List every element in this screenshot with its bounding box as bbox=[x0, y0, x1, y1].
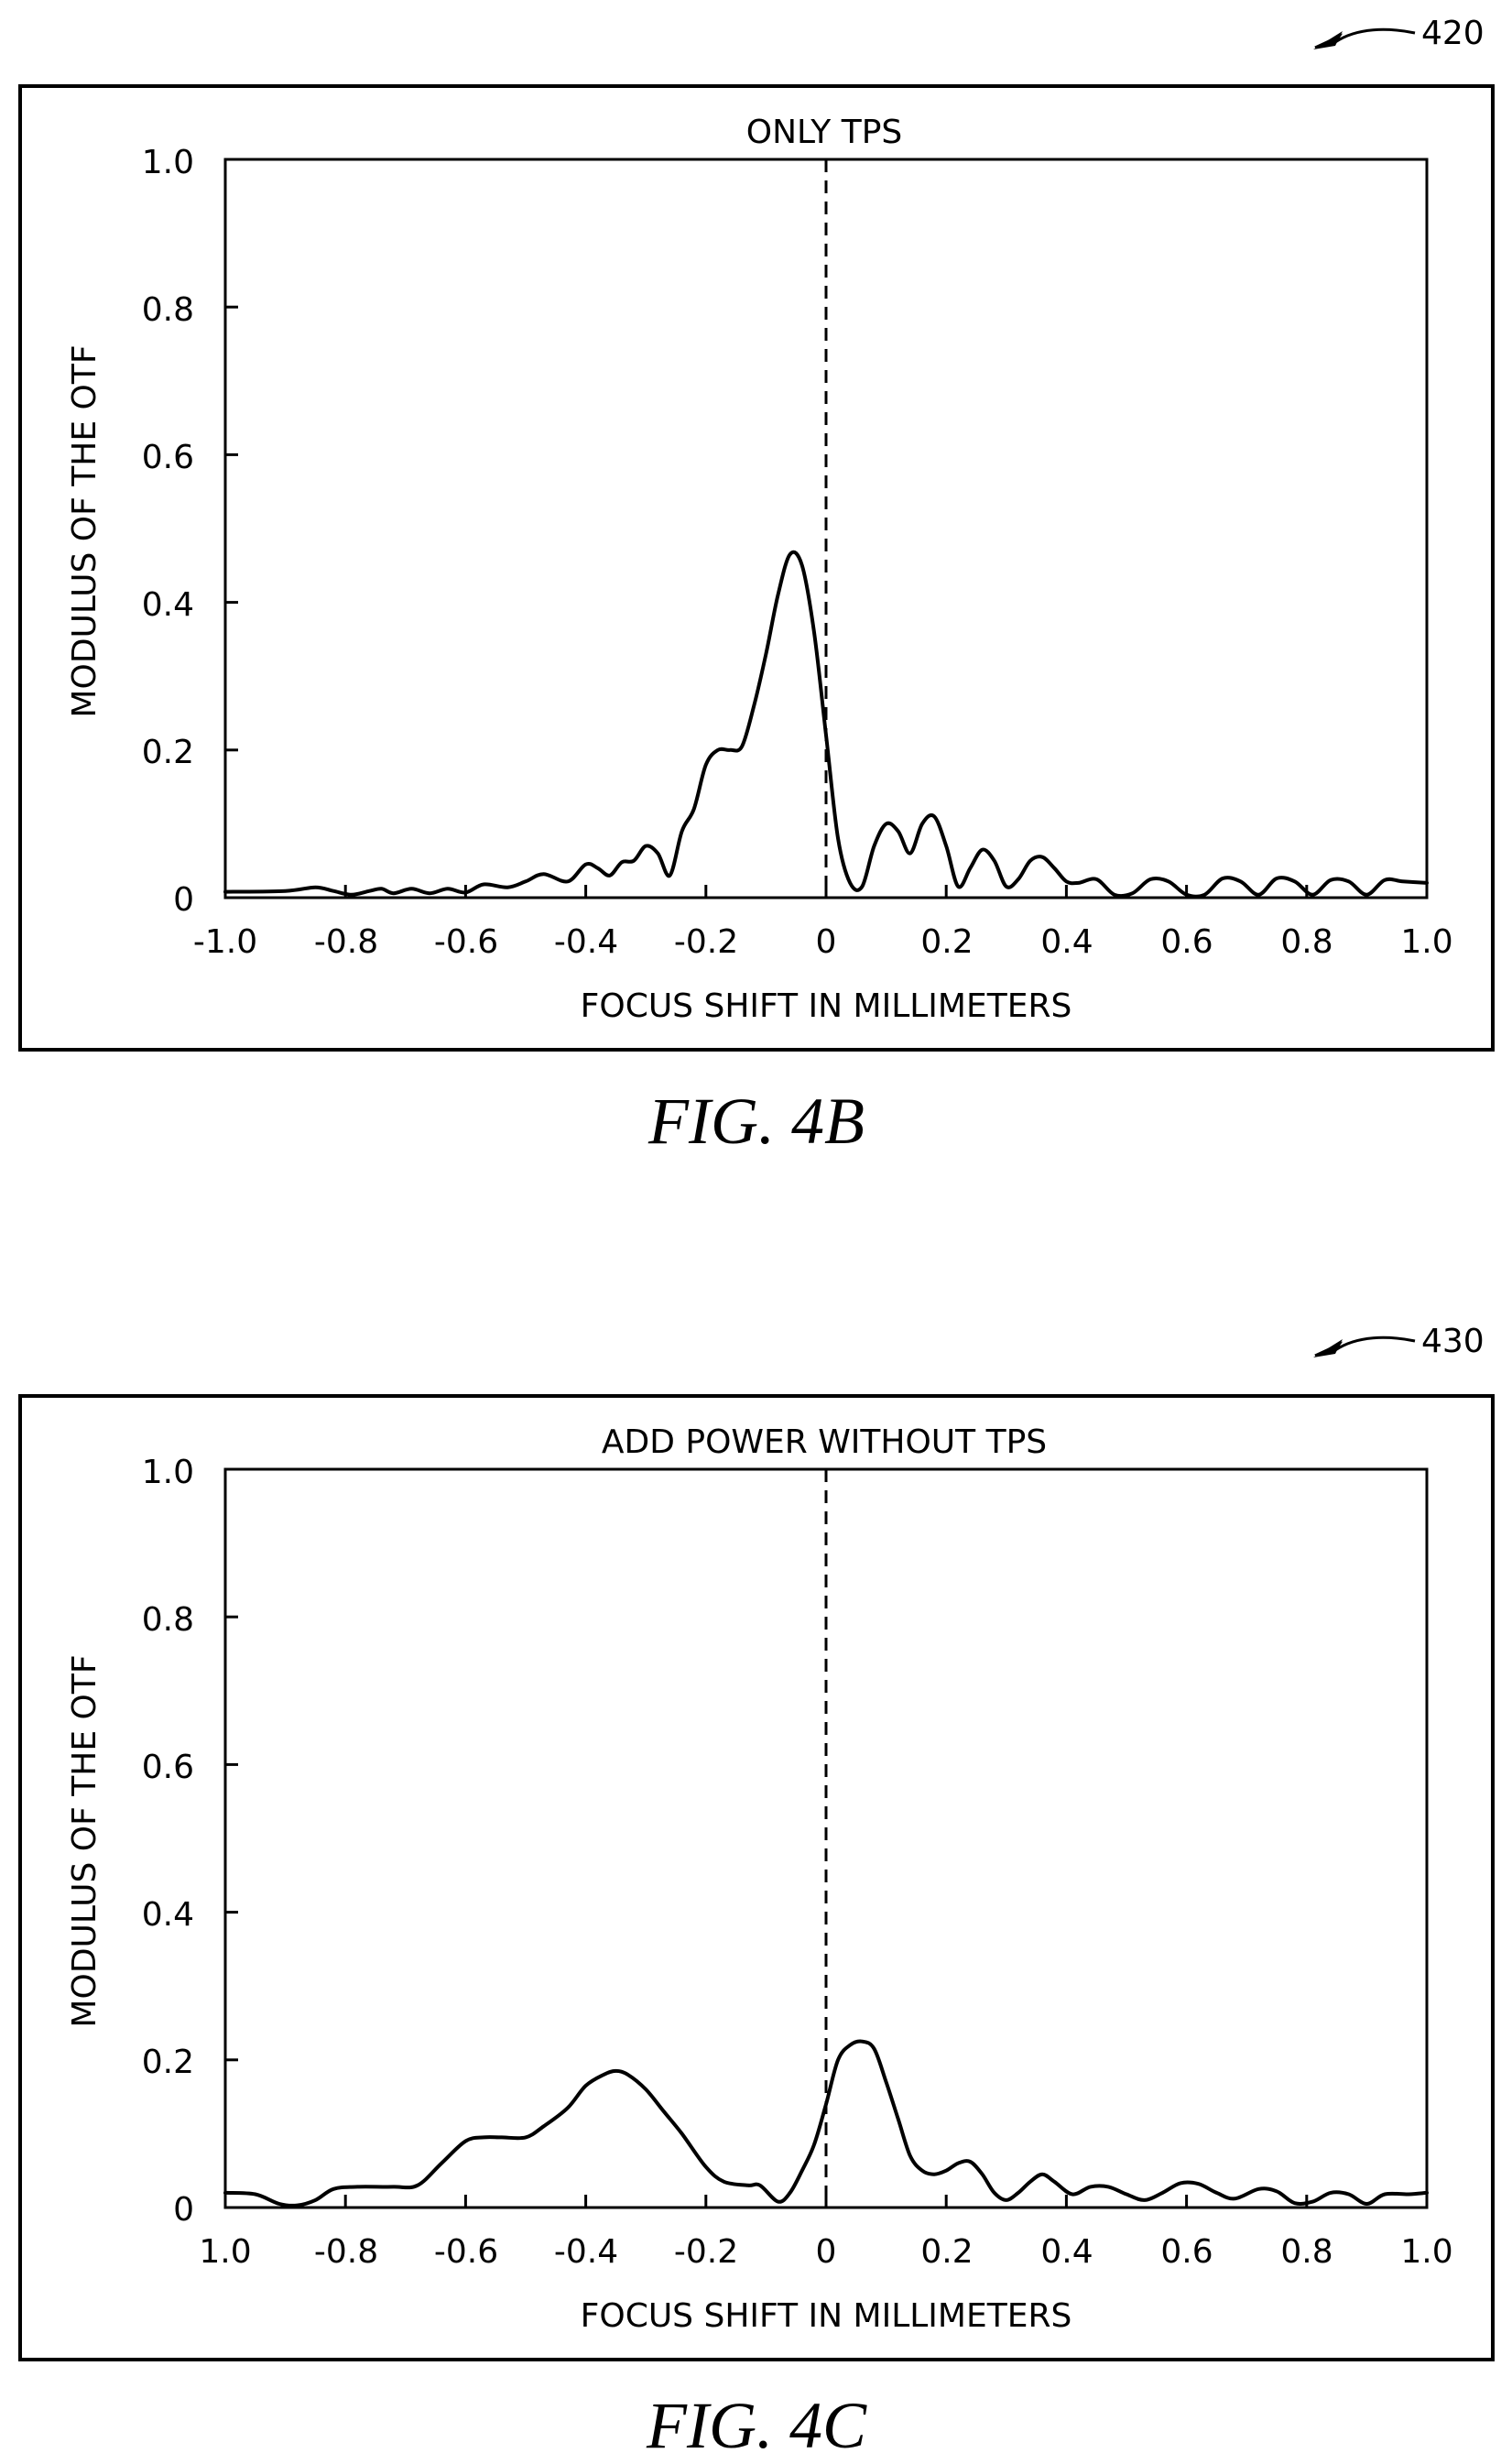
series-line bbox=[223, 2039, 1429, 2208]
y-tick-label: 0 bbox=[173, 2191, 194, 2229]
ref-arrow-430: 430 bbox=[1313, 1323, 1485, 1360]
ref-arrowhead-icon bbox=[1313, 1339, 1343, 1357]
y-axis-label-4c: MODULUS OF THE OTF bbox=[66, 1654, 103, 2027]
x-axis-label-4c: FOCUS SHIFT IN MILLIMETERS bbox=[581, 2297, 1072, 2335]
y-tick-label: 0.6 bbox=[142, 439, 194, 476]
x-tick-labels-4c: 1.0 -0.8 -0.6 -0.4 -0.2 0 0.2 0.4 0.6 0.… bbox=[199, 2233, 1452, 2271]
x-tick-label: 0.4 bbox=[1040, 2233, 1093, 2271]
y-tick-label: 0.4 bbox=[142, 1896, 194, 1934]
y-tick-labels-4b: 0 0.2 0.4 0.6 0.8 1.0 bbox=[142, 144, 194, 919]
x-tick-label: 0 bbox=[816, 923, 837, 961]
x-tick-label: 0.6 bbox=[1160, 2233, 1213, 2271]
x-tick-label: -0.2 bbox=[674, 2233, 738, 2271]
y-tick-label: 0.2 bbox=[142, 2044, 194, 2081]
x-tick-label: 0.8 bbox=[1280, 2233, 1333, 2271]
x-tick-label: 1.0 bbox=[199, 2233, 251, 2271]
y-tick-label: 1.0 bbox=[142, 1454, 194, 1491]
chart-title-4b: ONLY TPS bbox=[746, 114, 903, 151]
figure-frame-4c bbox=[18, 1394, 1495, 2361]
x-tick-label: -0.8 bbox=[314, 923, 378, 961]
x-tick-label: -0.6 bbox=[434, 2233, 498, 2271]
x-tick-label: 1.0 bbox=[1400, 2233, 1452, 2271]
x-tick-label: -0.2 bbox=[674, 923, 738, 961]
x-tick-label: 0.2 bbox=[920, 2233, 973, 2271]
x-tick-label: -0.4 bbox=[554, 2233, 618, 2271]
x-tick-label: 0.4 bbox=[1040, 923, 1093, 961]
ref-numeral-420: 420 bbox=[1421, 15, 1485, 52]
x-tick-label: 0 bbox=[816, 2233, 837, 2271]
y-tick-label: 0.4 bbox=[142, 586, 194, 624]
y-tick-label: 0.8 bbox=[142, 1601, 194, 1639]
x-tick-label: 0.8 bbox=[1280, 923, 1333, 961]
y-tick-label: 0 bbox=[173, 881, 194, 919]
x-tick-label: 0.6 bbox=[1160, 923, 1213, 961]
plot-area-4c: 1.0 -0.8 -0.6 -0.4 -0.2 0 0.2 0.4 0.6 0.… bbox=[142, 1454, 1453, 2271]
y-tick-label: 0.6 bbox=[142, 1749, 194, 1786]
ref-arrow-420: 420 bbox=[1313, 15, 1485, 52]
y-tick-label: 0.2 bbox=[142, 734, 194, 771]
x-tick-label: -0.6 bbox=[434, 923, 498, 961]
figure-4b: 420 ONLY TPS -1.0 -0.8 -0.6 -0.4 -0.2 0 … bbox=[18, 15, 1495, 1158]
x-tick-labels-4b: -1.0 -0.8 -0.6 -0.4 -0.2 0 0.2 0.4 0.6 0… bbox=[193, 923, 1453, 961]
plot-area-4b: -1.0 -0.8 -0.6 -0.4 -0.2 0 0.2 0.4 0.6 0… bbox=[142, 144, 1453, 961]
chart-title-4c: ADD POWER WITHOUT TPS bbox=[602, 1423, 1047, 1461]
y-axis-label-4b: MODULUS OF THE OTF bbox=[66, 344, 103, 717]
x-tick-label: -0.4 bbox=[554, 923, 618, 961]
x-tick-label: 0.2 bbox=[920, 923, 973, 961]
x-tick-label: -0.8 bbox=[314, 2233, 378, 2271]
figure-label-4b: FIG. 4B bbox=[647, 1085, 865, 1158]
series-line bbox=[223, 550, 1429, 899]
figure-4c: 430 ADD POWER WITHOUT TPS 1.0 -0.8 -0.6 … bbox=[18, 1323, 1495, 2462]
y-tick-labels-4c: 0 0.2 0.4 0.6 0.8 1.0 bbox=[142, 1454, 194, 2229]
x-tick-label: 1.0 bbox=[1400, 923, 1452, 961]
ref-arrowhead-icon bbox=[1313, 31, 1343, 49]
figure-frame-4b bbox=[18, 84, 1495, 1052]
figure-label-4c: FIG. 4C bbox=[646, 2389, 867, 2462]
y-tick-label: 0.8 bbox=[142, 291, 194, 329]
x-tick-label: -1.0 bbox=[193, 923, 257, 961]
ref-numeral-430: 430 bbox=[1421, 1323, 1485, 1360]
x-axis-label-4b: FOCUS SHIFT IN MILLIMETERS bbox=[581, 987, 1072, 1025]
y-tick-label: 1.0 bbox=[142, 144, 194, 181]
